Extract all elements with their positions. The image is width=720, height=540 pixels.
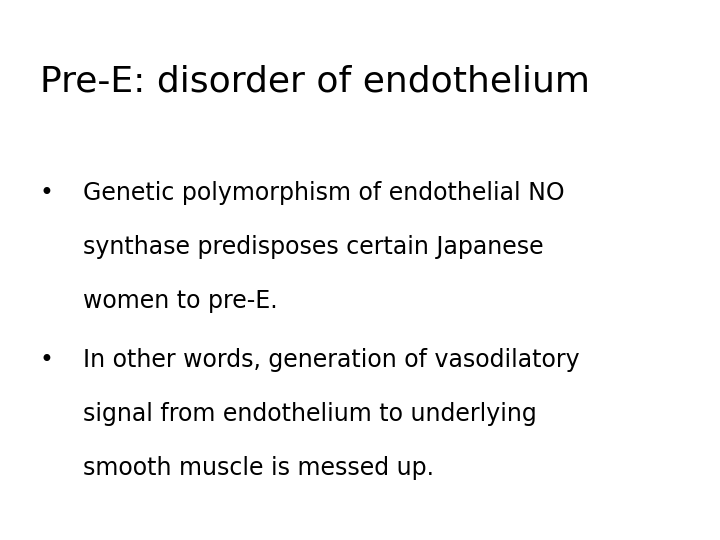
Text: synthase predisposes certain Japanese: synthase predisposes certain Japanese — [83, 235, 544, 259]
Text: In other words, generation of vasodilatory: In other words, generation of vasodilato… — [83, 348, 580, 372]
Text: women to pre-E.: women to pre-E. — [83, 289, 277, 313]
Text: Pre-E: disorder of endothelium: Pre-E: disorder of endothelium — [40, 65, 590, 99]
Text: •: • — [40, 181, 53, 205]
Text: smooth muscle is messed up.: smooth muscle is messed up. — [83, 456, 433, 480]
Text: •: • — [40, 348, 53, 372]
Text: signal from endothelium to underlying: signal from endothelium to underlying — [83, 402, 536, 426]
Text: Genetic polymorphism of endothelial NO: Genetic polymorphism of endothelial NO — [83, 181, 564, 205]
